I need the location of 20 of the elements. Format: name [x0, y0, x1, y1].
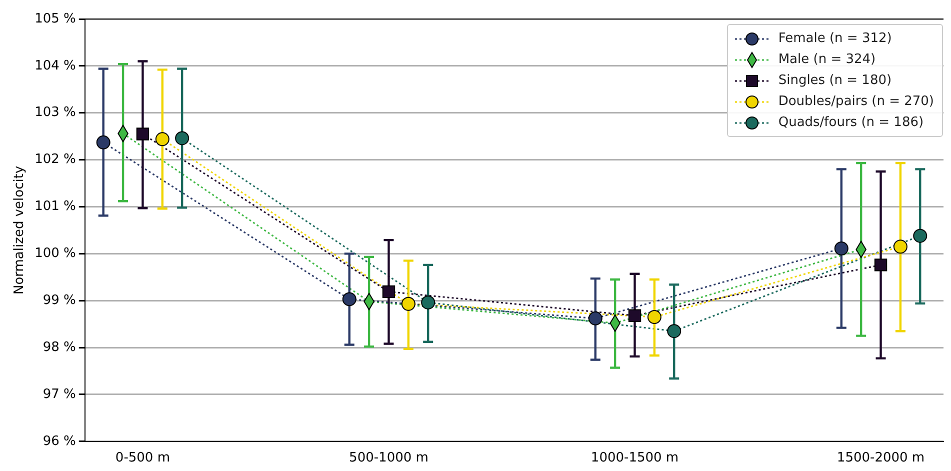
y-tick-label: 103 % [34, 105, 76, 120]
y-tick-label: 100 % [34, 246, 76, 262]
legend-label: Female (n = 312) [778, 31, 892, 46]
y-tick-label: 98 % [42, 340, 76, 355]
y-tick-label: 104 % [34, 58, 76, 74]
legend-label: Male (n = 324) [778, 52, 876, 67]
y-tick-label: 101 % [34, 199, 76, 214]
x-tick-label: 0-500 m [115, 450, 170, 466]
x-tick-label: 500-1000 m [349, 450, 428, 466]
legend-label: Doubles/pairs (n = 270) [778, 94, 934, 109]
y-axis-title: Normalized velocity [12, 166, 28, 295]
legend-label: Quads/fours (n = 186) [778, 115, 924, 130]
y-tick-label: 102 % [34, 152, 76, 168]
y-tick-label: 105 % [34, 11, 76, 26]
y-tick-label: 99 % [42, 292, 76, 308]
legend-label: Singles (n = 180) [778, 73, 892, 88]
x-tick-label: 1000-1500 m [590, 450, 679, 466]
x-tick-label: 1500-2000 m [836, 450, 925, 466]
y-tick-label: 96 % [42, 434, 76, 449]
y-tick-label: 97 % [42, 386, 76, 402]
